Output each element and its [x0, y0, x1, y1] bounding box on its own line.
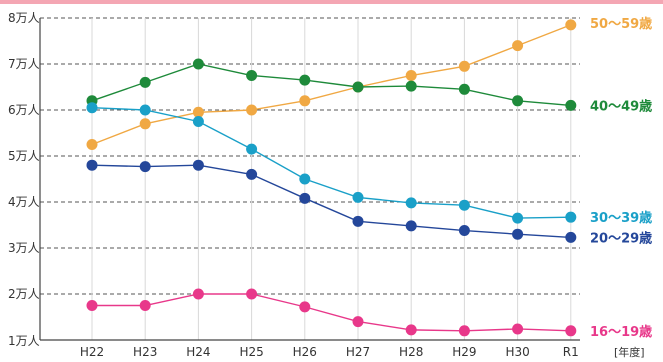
data-point [405, 197, 417, 209]
series-label: 16～19歳 [590, 324, 652, 340]
data-point [352, 215, 364, 227]
data-point [565, 211, 577, 223]
data-point [565, 325, 577, 337]
data-point [192, 159, 204, 171]
data-point [139, 104, 151, 116]
data-point [86, 300, 98, 311]
data-point [246, 143, 258, 155]
data-point [299, 301, 311, 313]
data-point [139, 118, 151, 130]
data-point [458, 60, 470, 72]
data-point [86, 139, 98, 150]
data-point [458, 325, 470, 337]
data-point [192, 116, 204, 127]
series-3 [86, 102, 577, 224]
y-tick-label: 6万人 [8, 103, 40, 117]
series-label: 50～59歳 [590, 16, 652, 32]
x-tick-label: H24 [186, 345, 210, 359]
series-label: 30～39歳 [590, 210, 652, 226]
x-tick-label: H25 [239, 345, 263, 359]
x-tick-label: R1 [563, 345, 579, 359]
series-1 [86, 19, 577, 150]
data-point [565, 19, 577, 31]
data-point [192, 58, 204, 70]
data-point [86, 159, 98, 171]
y-tick-label: 8万人 [8, 11, 40, 25]
data-point [352, 81, 364, 93]
data-point [139, 76, 151, 88]
data-point [405, 220, 417, 232]
series-labels: 50～59歳 40～49歳 30～39歳 20～29歳 16～19歳 [590, 16, 652, 340]
y-tick-label: 1万人 [8, 334, 40, 348]
grid [40, 17, 580, 340]
series-line [91, 24, 572, 146]
data-point [139, 300, 151, 311]
series-line [92, 293, 571, 332]
series-5 [86, 288, 577, 337]
data-point [512, 228, 524, 240]
series-line [91, 107, 571, 219]
data-point [299, 173, 311, 185]
top-accent-bar [0, 0, 663, 4]
y-tick-label: 4万人 [8, 195, 40, 209]
data-point [86, 102, 98, 114]
data-point [246, 168, 258, 180]
data-point [405, 70, 417, 81]
data-point [192, 288, 204, 300]
data-point [299, 95, 311, 107]
x-tick-label: H22 [80, 345, 104, 359]
data-point [458, 83, 470, 95]
x-tick-label: H28 [399, 345, 423, 359]
data-point [458, 199, 470, 211]
data-point [139, 161, 151, 173]
data-point [405, 324, 417, 336]
data-point [352, 191, 364, 203]
series-label: 40～49歳 [590, 98, 652, 114]
data-point [565, 231, 577, 243]
data-point [512, 40, 524, 52]
data-point [246, 104, 258, 116]
data-point [192, 106, 204, 118]
series-layer [86, 19, 577, 337]
y-tick-label: 5万人 [8, 149, 40, 163]
data-point [512, 212, 524, 224]
data-point [299, 74, 311, 86]
x-tick-label: H23 [133, 345, 157, 359]
data-point [512, 323, 524, 335]
series-line [91, 63, 571, 107]
data-point [246, 70, 258, 81]
x-axis-unit: [年度] [614, 345, 645, 359]
x-tick-label: H30 [505, 345, 529, 359]
data-point [512, 95, 524, 107]
data-point [352, 316, 364, 328]
series-line [91, 164, 571, 239]
data-point [565, 99, 577, 111]
data-point [405, 80, 417, 92]
series-label: 20～29歳 [590, 230, 652, 246]
x-tick-label: H29 [452, 345, 476, 359]
y-tick-label: 3万人 [8, 241, 40, 255]
data-point [246, 288, 258, 300]
series-2 [86, 58, 577, 111]
x-tick-label: H27 [346, 345, 370, 359]
y-tick-label: 2万人 [8, 287, 40, 301]
series-4 [86, 159, 577, 243]
y-tick-label: 7万人 [8, 57, 40, 71]
data-point [458, 225, 470, 237]
x-tick-label: H26 [293, 345, 317, 359]
axes: 1万人 2万人 3万人 4万人 5万人 6万人 7万人 8万人 H22 H23 H24 H25 H26 H… [8, 11, 580, 359]
data-point [299, 192, 311, 204]
